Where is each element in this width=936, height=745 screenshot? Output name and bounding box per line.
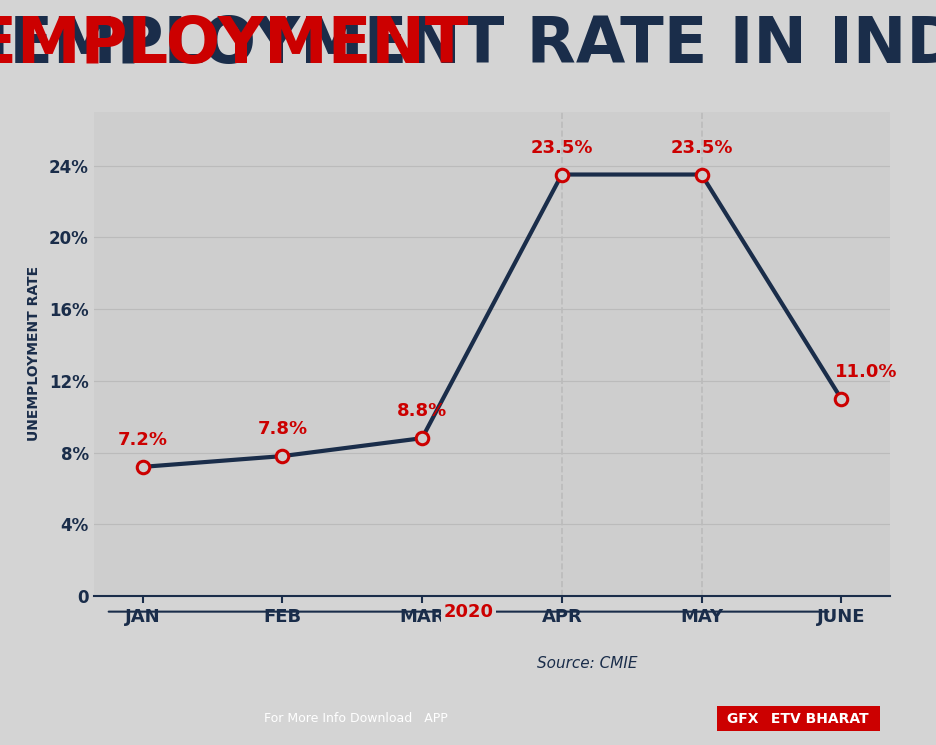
Y-axis label: UNEMPLOYMENT RATE: UNEMPLOYMENT RATE [26,266,40,442]
Text: 23.5%: 23.5% [669,139,732,156]
Text: 11.0%: 11.0% [834,363,897,381]
Text: 7.8%: 7.8% [257,420,307,438]
Text: For More Info Download   APP: For More Info Download APP [264,712,447,726]
Text: UNEMPLOYMENT: UNEMPLOYMENT [0,13,468,76]
Text: UNEMPLOYMENT RATE IN INDIA: UNEMPLOYMENT RATE IN INDIA [0,13,936,76]
Text: 23.5%: 23.5% [530,139,592,156]
Text: 2020: 2020 [443,603,493,621]
Text: 8.8%: 8.8% [397,402,446,420]
Text: GFX: GFX [722,712,763,726]
Text: 7.2%: 7.2% [118,431,168,449]
Text: ETV BHARAT: ETV BHARAT [766,712,873,726]
Text: Source: CMIE: Source: CMIE [536,656,637,670]
